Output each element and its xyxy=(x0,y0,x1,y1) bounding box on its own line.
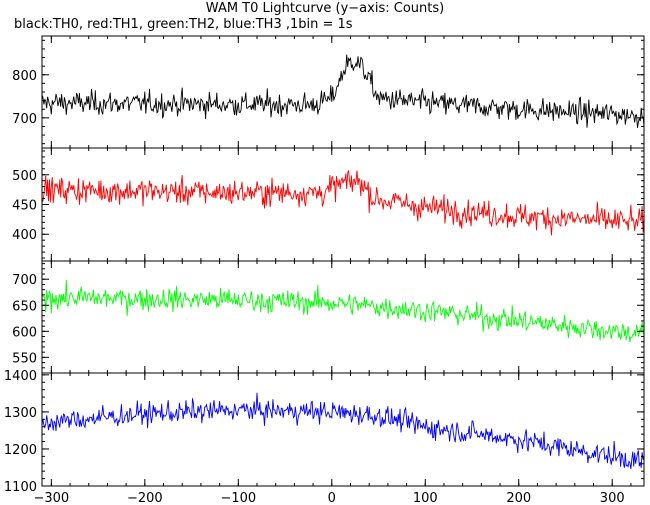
panel-3: 1100 1200 1300 1400 xyxy=(4,369,645,495)
series-line-2 xyxy=(42,279,644,342)
panel-1: 400 450 500 xyxy=(12,147,645,262)
series-line-0 xyxy=(42,54,644,128)
x-tick-label: −300 xyxy=(33,491,69,505)
y-tick-label: 650 xyxy=(12,299,37,314)
panel-frame xyxy=(41,147,645,262)
y-tick-label: 600 xyxy=(12,325,37,340)
y-tick-label: 1400 xyxy=(4,369,37,384)
panel-0: 700 800 xyxy=(12,35,645,149)
x-tick-label: −100 xyxy=(220,491,256,505)
y-tick-label: 700 xyxy=(12,112,37,127)
y-tick-label: 700 xyxy=(12,273,37,288)
y-tick-label: 400 xyxy=(12,228,37,243)
y-tick-label: 800 xyxy=(12,69,37,84)
x-tick-label: 0 xyxy=(328,491,336,505)
x-tick-label: −200 xyxy=(127,491,163,505)
y-tick-label: 1200 xyxy=(4,443,37,458)
panel-frame xyxy=(41,372,645,487)
series-line-3 xyxy=(42,392,644,470)
chart-title: WAM T0 Lightcurve (y−axis: Counts) xyxy=(205,1,445,16)
chart-subtitle: black:TH0, red:TH1, green:TH2, blue:TH3 … xyxy=(14,17,353,32)
y-tick-label: 550 xyxy=(12,351,37,366)
y-tick-label: 500 xyxy=(12,169,37,184)
y-tick-label: 1300 xyxy=(4,406,37,421)
panel-2: 550 600 650 700 xyxy=(12,260,645,374)
x-tick-label: 300 xyxy=(600,491,625,505)
series-line-1 xyxy=(42,170,644,236)
x-tick-label: 200 xyxy=(506,491,531,505)
x-tick-label: 100 xyxy=(413,491,438,505)
y-tick-label: 1100 xyxy=(4,480,37,495)
panel-frame xyxy=(41,260,645,374)
panel-frame xyxy=(41,35,645,149)
y-tick-label: 450 xyxy=(12,199,37,214)
